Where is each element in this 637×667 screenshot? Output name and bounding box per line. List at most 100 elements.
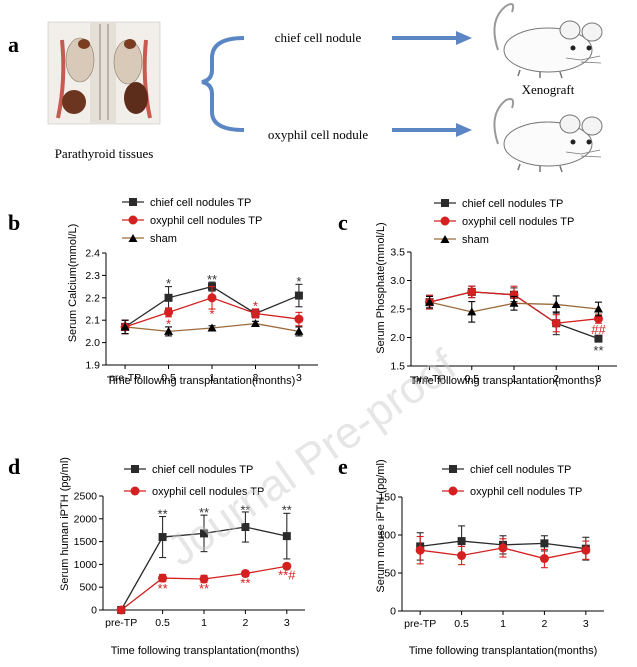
x-tick-label: 2 [553, 373, 559, 385]
chief-nodule-label: chief cell nodule [275, 30, 362, 45]
x-tick-label: 3 [596, 373, 602, 385]
data-point-oxyphil [551, 318, 561, 328]
panel-label-c: c [338, 210, 348, 235]
legend-item-oxyphil: oxyphil cell nodules TP [122, 215, 262, 227]
arrow-bottom [392, 123, 472, 137]
x-tick-label: 1 [209, 372, 215, 384]
significance-mark: * [253, 299, 258, 314]
legend-item-sham: sham [434, 234, 489, 246]
legend-label-sham: sham [462, 234, 489, 246]
panel-a: a Parathyroid tissues chief cell nodule … [8, 3, 603, 173]
significance-mark: * [166, 276, 171, 291]
legend-item-chief: chief cell nodules TP [442, 464, 571, 476]
data-point-oxyphil [294, 314, 304, 324]
y-tick-label: 1.9 [85, 360, 100, 372]
data-point-oxyphil [581, 545, 591, 555]
y-tick-label: 2.5 [390, 304, 405, 316]
significance-mark: * [209, 306, 214, 321]
data-point-sham [467, 307, 477, 316]
x-tick-label: 2 [242, 617, 248, 629]
y-tick-label: 150 [378, 492, 396, 504]
legend-item-oxyphil: oxyphil cell nodules TP [434, 216, 574, 228]
data-point-oxyphil [467, 287, 477, 297]
parathyroid-illustration [47, 21, 161, 125]
data-point-oxyphil [457, 551, 467, 561]
data-point-chief [294, 291, 303, 300]
data-point-chief [164, 293, 173, 302]
chart-d-human-ipth: d Serum human iPTH (pg/ml) Time followin… [8, 454, 305, 657]
x-tick-label: 1 [500, 618, 506, 630]
data-point-sham [593, 304, 603, 313]
significance-mark: ** [240, 576, 250, 591]
x-tick-label: 1 [201, 617, 207, 629]
arrow-top [392, 31, 472, 45]
y-tick-label: 2.2 [85, 292, 100, 304]
x-tick-label: 3 [583, 618, 589, 630]
y-axis-label: Serum human iPTH (pg/ml) [59, 457, 71, 591]
x-tick-label: 1 [511, 373, 517, 385]
data-point-sham [250, 319, 260, 328]
data-point-chief [282, 532, 291, 541]
mouse-icon-bottom [493, 98, 603, 173]
significance-mark: * [296, 274, 301, 289]
legend-item-chief: chief cell nodules TP [122, 197, 251, 209]
y-tick-label: 100 [378, 530, 396, 542]
legend-label-oxyphil: oxyphil cell nodules TP [150, 215, 262, 227]
y-tick-label: 2.3 [85, 270, 100, 282]
data-point-sham [294, 326, 304, 335]
y-tick-label: 3.0 [390, 275, 405, 287]
x-tick-label: 2 [253, 372, 259, 384]
tissue-caption: Parathyroid tissues [55, 146, 154, 161]
data-point-oxyphil [116, 605, 126, 615]
y-axis-label: Serum Calcium(mmol/L) [67, 224, 79, 343]
panel-label-e: e [338, 454, 348, 479]
legend-item-chief: chief cell nodules TP [124, 464, 253, 476]
data-point-sham [425, 297, 435, 306]
legend: chief cell nodules TP oxyphil cell nodul… [122, 197, 262, 245]
bracket [201, 36, 245, 132]
x-axis-label: Time following transplantation(months) [410, 375, 599, 387]
y-tick-label: 0 [390, 606, 396, 618]
data-point-chief [241, 523, 250, 532]
data-point-chief [158, 533, 167, 542]
data-point-sham [164, 326, 174, 335]
significance-mark: ** [158, 506, 168, 521]
x-axis-label: Time following transplantation(months) [111, 645, 300, 657]
significance-mark: * [166, 317, 171, 332]
chart-e-mouse-ipth: e Serum mouse iPTH (pg/ml) Time followin… [338, 454, 604, 657]
y-tick-label: 500 [79, 582, 97, 594]
significance-mark: ** [199, 505, 209, 520]
legend-label-oxyphil: oxyphil cell nodules TP [470, 486, 582, 498]
y-tick-label: 0 [91, 605, 97, 617]
significance-mark: ** [199, 581, 209, 596]
panel-label-a: a [8, 32, 19, 57]
legend: chief cell nodules TP oxyphil cell nodul… [434, 198, 574, 246]
panel-label-b: b [8, 210, 20, 235]
data-point-oxyphil [415, 545, 425, 555]
data-point-sham [120, 322, 130, 331]
legend-label-oxyphil: oxyphil cell nodules TP [152, 486, 264, 498]
y-tick-label: 2500 [74, 491, 98, 503]
y-tick-label: 1000 [74, 559, 98, 571]
y-tick-label: 2.4 [85, 248, 100, 260]
significance-mark: **# [278, 567, 296, 582]
y-tick-label: 2000 [74, 513, 98, 525]
y-tick-label: 2.1 [85, 315, 100, 327]
panel-label-d: d [8, 454, 20, 479]
data-point-oxyphil [164, 307, 174, 317]
x-tick-label: 0.5 [454, 618, 469, 630]
significance-mark: ** [158, 581, 168, 596]
x-tick-label: pre-TP [109, 372, 141, 384]
data-point-oxyphil [199, 574, 209, 584]
y-tick-label: 2.0 [85, 337, 100, 349]
y-tick-label: 3.5 [390, 247, 405, 259]
data-point-chief [457, 537, 466, 546]
x-tick-label: pre-TP [105, 617, 137, 629]
data-point-sham [551, 299, 561, 308]
mouse-icon-top [493, 3, 603, 79]
significance-mark: ** [207, 272, 217, 287]
data-point-sham [207, 323, 217, 332]
y-tick-label: 1500 [74, 536, 98, 548]
data-point-oxyphil [158, 573, 168, 583]
